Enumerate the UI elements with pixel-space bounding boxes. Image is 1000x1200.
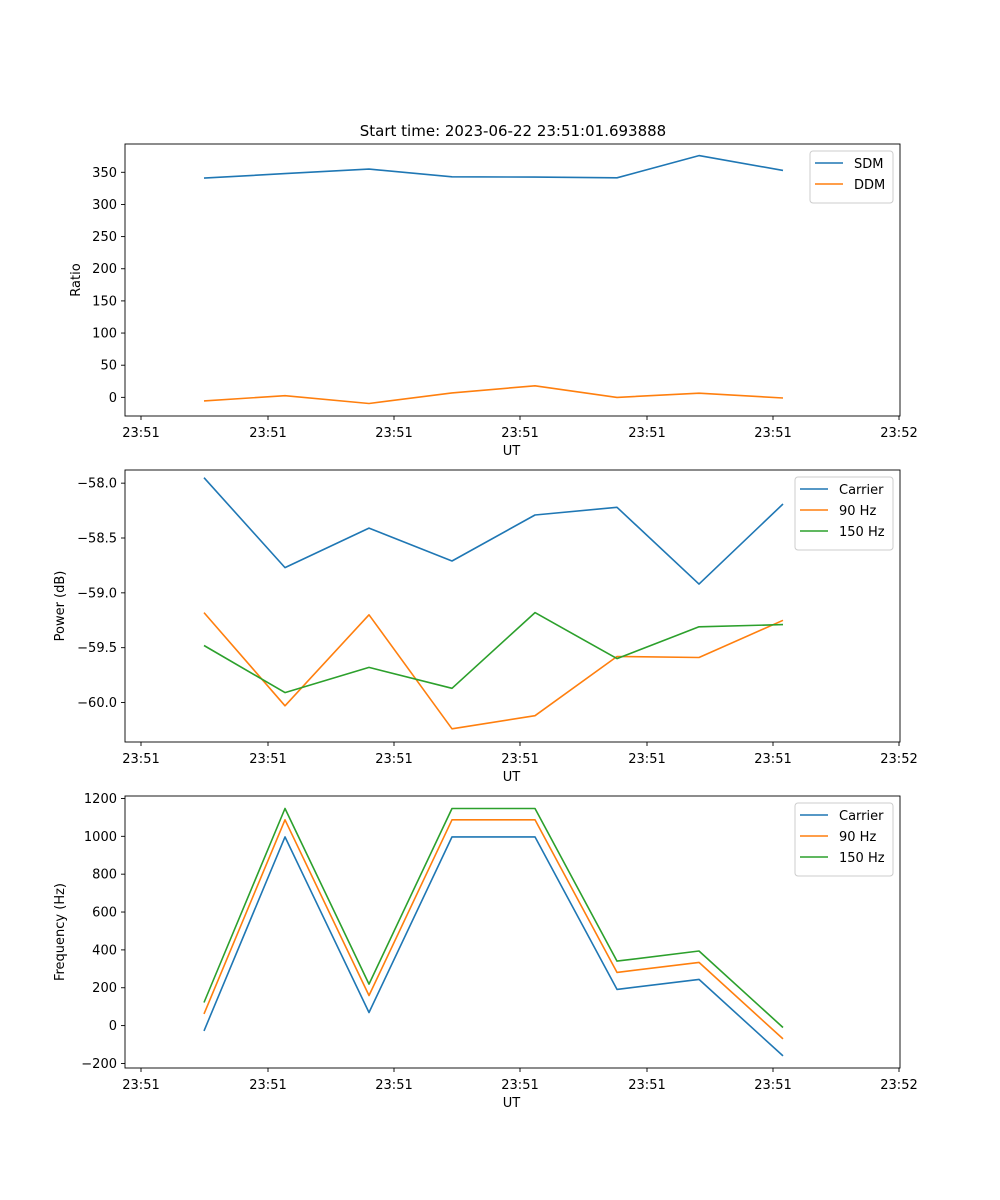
series-line-150-hz	[203, 807, 784, 1029]
y-tick-label: 200	[92, 981, 117, 996]
legend-label: 150 Hz	[839, 525, 885, 540]
x-axis-label: UT	[503, 1096, 521, 1111]
axes-frame	[124, 795, 901, 1069]
legend-label: DDM	[854, 178, 885, 193]
y-tick-label: 250	[92, 230, 117, 245]
x-tick-label: 23:51	[754, 426, 791, 441]
frequency-panel: 23:51 23:51 23:51 23:51 23:51 23:51 23:52 UT −20…	[53, 792, 918, 1111]
legend: Carrier 90 Hz 150 Hz	[794, 802, 894, 877]
y-tick-label: 100	[92, 327, 117, 342]
legend-box	[809, 150, 894, 204]
legend-label: 90 Hz	[839, 504, 876, 519]
chart-title: Start time: 2023-06-22 23:51:01.693888	[360, 122, 666, 140]
y-tick-label: −58.5	[77, 532, 117, 547]
x-tick-label: 23:51	[122, 752, 159, 767]
axes-frame	[124, 469, 901, 743]
series-line-150-hz	[203, 611, 784, 694]
power-panel: 23:51 23:51 23:51 23:51 23:51 23:51 23:52 UT −60…	[53, 469, 918, 785]
x-tick-label: 23:51	[628, 426, 665, 441]
y-tick-label: 600	[92, 906, 117, 921]
y-tick-label: 50	[100, 359, 117, 374]
y-tick-label: 150	[92, 294, 117, 309]
y-tick-label: 1000	[84, 830, 117, 845]
y-tick-label: 0	[109, 391, 117, 406]
x-tick-label: 23:51	[122, 1078, 159, 1093]
x-tick-label: 23:51	[628, 1078, 665, 1093]
x-axis-label: UT	[503, 770, 521, 785]
legend-label: 90 Hz	[839, 830, 876, 845]
y-tick-label: −60.0	[77, 696, 117, 711]
y-tick-label: 400	[92, 943, 117, 958]
x-axis-label: UT	[503, 444, 521, 459]
x-tick-label: 23:51	[501, 752, 538, 767]
x-tick-label: 23:52	[880, 426, 917, 441]
x-tick-label: 23:51	[501, 426, 538, 441]
y-tick-label: 800	[92, 868, 117, 883]
ratio-panel: 23:51 23:51 23:51 23:51 23:51 23:51 23:52 UT 0 50…	[69, 143, 918, 459]
x-tick-label: 23:51	[249, 426, 286, 441]
y-tick-label: −200	[81, 1057, 117, 1072]
x-tick-label: 23:51	[501, 1078, 538, 1093]
y-tick-label: 300	[92, 198, 117, 213]
x-tick-label: 23:51	[249, 752, 286, 767]
legend-label: 150 Hz	[839, 851, 885, 866]
y-tick-label: −59.0	[77, 586, 117, 601]
y-tick-label: 350	[92, 166, 117, 181]
x-tick-label: 23:51	[628, 752, 665, 767]
series-line-90-hz	[203, 818, 784, 1040]
series-line-carrier	[203, 836, 784, 1057]
series-line-carrier	[203, 477, 784, 585]
y-tick-label: 1200	[84, 792, 117, 807]
x-tick-label: 23:51	[754, 1078, 791, 1093]
legend: SDM DDM	[809, 150, 894, 204]
legend-label: Carrier	[839, 809, 884, 824]
y-axis-label: Frequency (Hz)	[53, 883, 68, 981]
axes-frame	[124, 143, 901, 417]
legend-label: Carrier	[839, 483, 884, 498]
series-line-90-hz	[203, 612, 784, 730]
x-tick-label: 23:51	[754, 752, 791, 767]
x-tick-label: 23:51	[249, 1078, 286, 1093]
series-line-sdm	[203, 154, 784, 179]
series-line-ddm	[203, 384, 784, 405]
x-tick-label: 23:52	[880, 752, 917, 767]
x-tick-label: 23:51	[375, 1078, 412, 1093]
legend-label: SDM	[854, 157, 883, 172]
y-tick-label: −58.0	[77, 477, 117, 492]
x-tick-label: 23:51	[122, 426, 159, 441]
y-axis-label: Ratio	[69, 263, 84, 296]
x-tick-label: 23:52	[880, 1078, 917, 1093]
y-tick-label: 0	[109, 1019, 117, 1034]
y-tick-label: 200	[92, 262, 117, 277]
x-tick-label: 23:51	[375, 426, 412, 441]
y-axis-label: Power (dB)	[53, 571, 68, 642]
legend: Carrier 90 Hz 150 Hz	[794, 476, 894, 551]
x-tick-label: 23:51	[375, 752, 412, 767]
y-tick-label: −59.5	[77, 641, 117, 656]
